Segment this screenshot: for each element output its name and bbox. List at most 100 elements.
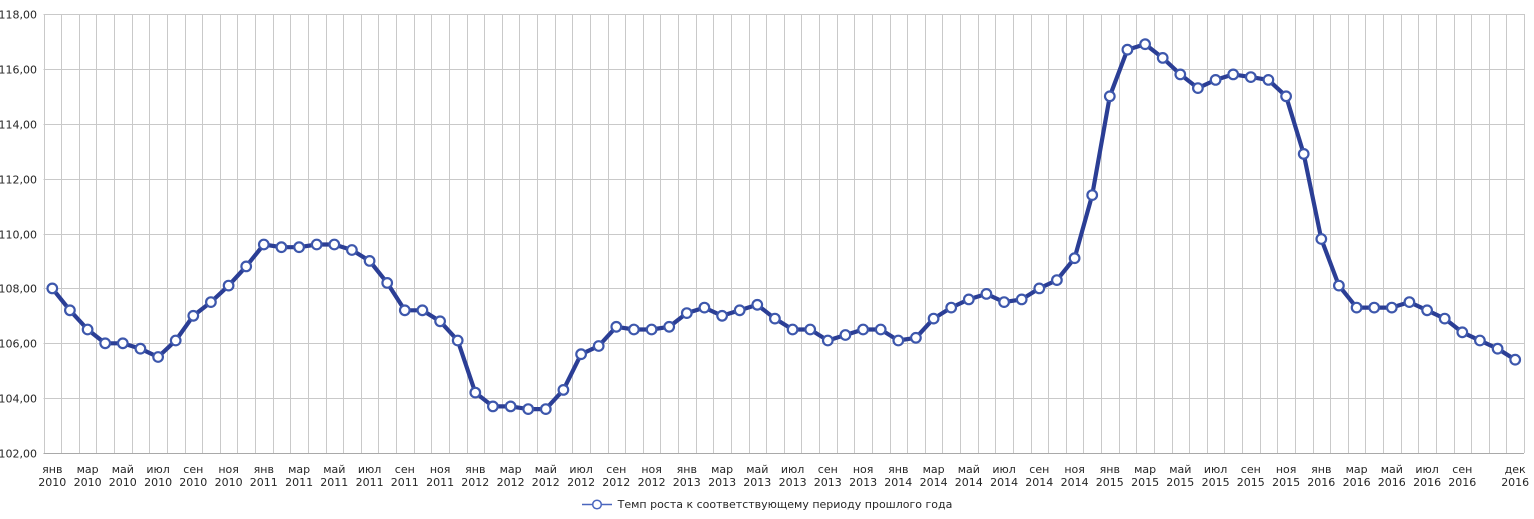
y-tick-label: 112,00 — [0, 174, 37, 187]
x-tick-year-label: 2012 — [638, 476, 666, 489]
data-point — [1033, 282, 1046, 295]
x-tick-year-label: 2016 — [1343, 476, 1371, 489]
data-point — [1209, 73, 1222, 86]
x-tick-year-label: 2010 — [38, 476, 66, 489]
data-point — [628, 323, 640, 336]
data-point — [663, 320, 676, 333]
data-point — [1315, 233, 1328, 245]
data-point — [504, 400, 517, 413]
x-tick-month-label: июл — [1204, 463, 1227, 476]
x-tick-year-label: 2010 — [144, 476, 172, 489]
x-tick-month-label: ноя — [853, 463, 874, 476]
data-point — [910, 331, 922, 344]
x-tick-year-label: 2015 — [1272, 476, 1300, 489]
x-tick-year-label: 2014 — [990, 476, 1018, 489]
x-tick-month-label: май — [1169, 463, 1191, 476]
x-tick-month-label: май — [958, 463, 980, 476]
x-tick-month-label: июл — [569, 463, 592, 476]
data-point — [398, 304, 411, 317]
data-point — [1227, 68, 1240, 81]
x-tick-month-label: июл — [358, 463, 381, 476]
data-point — [927, 312, 940, 325]
data-point — [152, 351, 165, 363]
data-point — [1332, 279, 1345, 292]
x-tick-month-label: сен — [183, 463, 203, 476]
x-tick-year-label: 2010 — [74, 476, 102, 489]
data-point — [1403, 296, 1416, 309]
data-point — [169, 334, 182, 347]
x-tick-month-label: май — [746, 463, 768, 476]
horizontal-gridlines — [43, 14, 1524, 454]
y-tick-label: 118,00 — [0, 9, 37, 22]
data-point — [81, 323, 94, 336]
x-tick-month-label: ноя — [1276, 463, 1297, 476]
data-point — [1491, 342, 1504, 355]
data-point — [1050, 274, 1063, 287]
x-tick-year-label: 2015 — [1202, 476, 1230, 489]
data-point — [293, 241, 306, 254]
data-point — [99, 337, 112, 350]
data-point — [980, 288, 993, 300]
data-point — [857, 323, 869, 336]
x-tick-month-label: мар — [288, 463, 310, 476]
x-tick-year-label: 2013 — [708, 476, 736, 489]
x-tick-year-label: 2014 — [884, 476, 912, 489]
x-tick-month-label: янв — [465, 463, 485, 476]
data-point — [1191, 82, 1204, 94]
data-point — [346, 244, 358, 256]
data-point — [698, 301, 711, 314]
data-point — [522, 403, 535, 416]
x-tick-month-label: ноя — [641, 463, 662, 476]
data-point — [733, 304, 746, 317]
data-point — [1350, 301, 1363, 314]
x-tick-year-label: 2011 — [356, 476, 384, 489]
data-point — [680, 307, 693, 320]
x-tick-month-label: май — [535, 463, 557, 476]
y-tick-label: 114,00 — [0, 119, 37, 132]
data-point — [275, 241, 288, 254]
data-point — [469, 386, 482, 399]
x-tick-month-label: июл — [146, 463, 169, 476]
data-point — [363, 255, 376, 267]
x-tick-year-label: 2012 — [532, 476, 560, 489]
x-tick-month-label: мар — [77, 463, 99, 476]
x-tick-month-label: янв — [1311, 463, 1331, 476]
data-point — [240, 260, 253, 273]
data-point — [610, 320, 623, 333]
data-point — [1139, 38, 1151, 51]
data-point — [1473, 334, 1486, 347]
x-tick-year-label: 2013 — [743, 476, 771, 489]
data-point — [1068, 252, 1081, 265]
line-chart-plot-area: 118,00 116,00 114,00 112,00 110,00 108,00 106,… — [0, 9, 1529, 490]
data-point — [1509, 353, 1522, 366]
data-point — [487, 400, 499, 413]
y-tick-label: 106,00 — [0, 338, 37, 351]
data-point — [998, 296, 1010, 309]
vertical-gridlines — [44, 14, 1525, 453]
data-point — [1156, 52, 1169, 64]
data-point — [786, 323, 799, 336]
x-tick-month-label: сен — [1029, 463, 1049, 476]
y-tick-label: 108,00 — [0, 283, 37, 296]
x-tick-year-label: 2010 — [215, 476, 243, 489]
data-point — [1421, 304, 1433, 317]
x-tick-month-label: мар — [711, 463, 733, 476]
data-point — [1244, 71, 1257, 83]
data-point — [1438, 312, 1451, 325]
data-point — [1368, 301, 1381, 314]
x-tick-year-label: 2011 — [250, 476, 278, 489]
data-point — [46, 282, 59, 295]
x-tick-year-label: 2016 — [1413, 476, 1441, 489]
x-tick-year-label: 2012 — [567, 476, 595, 489]
x-tick-month-label: ноя — [218, 463, 239, 476]
data-point — [1086, 189, 1099, 202]
y-tick-label: 102,00 — [0, 448, 37, 461]
x-tick-year-label: 2011 — [285, 476, 313, 489]
data-point — [1174, 68, 1187, 81]
x-tick-month-label: май — [112, 463, 134, 476]
data-point — [257, 238, 270, 251]
legend-line-marker-icon — [581, 498, 612, 510]
x-tick-year-label: 2015 — [1237, 476, 1265, 489]
x-tick-year-label: 2014 — [1025, 476, 1053, 489]
data-point — [892, 334, 905, 347]
